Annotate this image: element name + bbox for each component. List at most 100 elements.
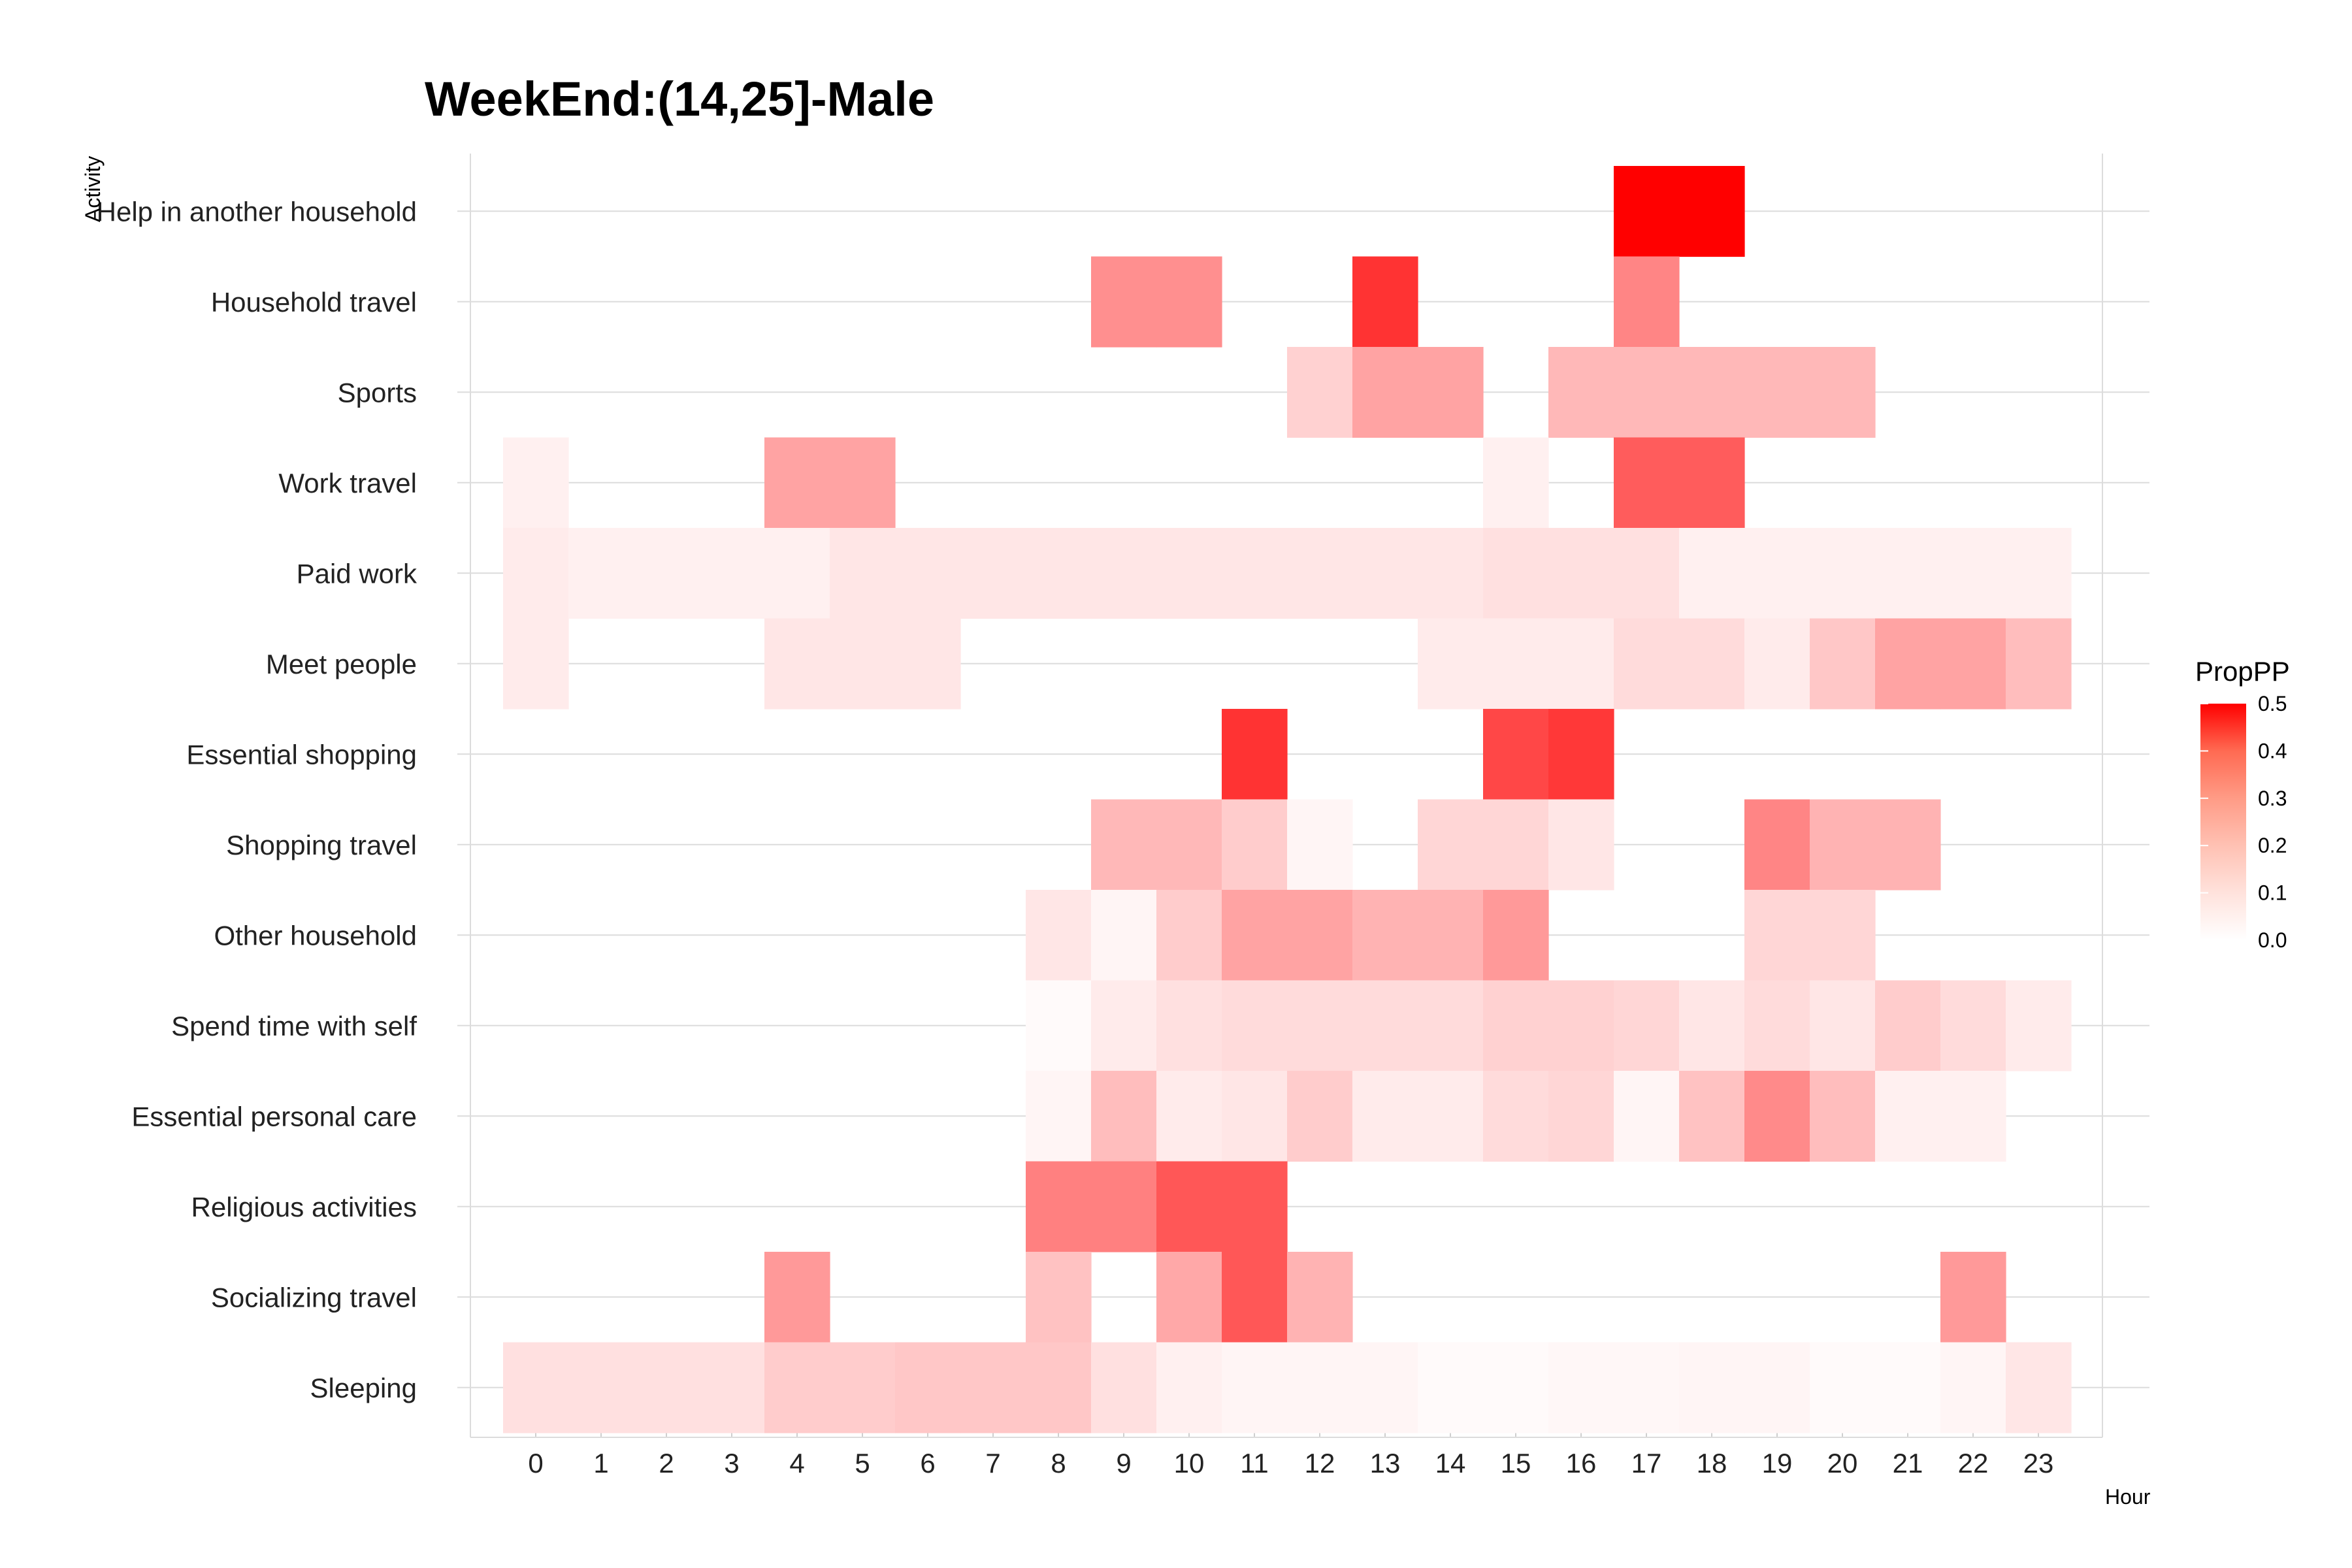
heatmap-cell [1875, 980, 1941, 1071]
heatmap-cell [1222, 1161, 1288, 1252]
heatmap-cell [1091, 528, 1157, 619]
x-tick-label: 19 [1762, 1448, 1793, 1478]
heatmap-cell [1548, 618, 1614, 710]
heatmap-cell [764, 437, 830, 529]
x-tick-label: 14 [1435, 1448, 1466, 1478]
heatmap-cell [1483, 528, 1549, 619]
legend-tick-label: 0.1 [2258, 881, 2287, 905]
x-tick-label: 4 [789, 1448, 804, 1478]
x-tick-label: 12 [1305, 1448, 1335, 1478]
x-axis-ticks: 0 1 2 3 4 5 6 7 8 9 10 11 12 13 14 15 16 17 18 19 20 21 22 23 [528, 1448, 2053, 1478]
heatmap-cell [1156, 1252, 1222, 1343]
heatmap-cell [1418, 1071, 1484, 1162]
heatmap-cell [1156, 1342, 1222, 1433]
x-tick-label: 20 [1827, 1448, 1858, 1478]
x-tick-label: 6 [920, 1448, 935, 1478]
heatmap-cell [634, 528, 700, 619]
heatmap-cell [1614, 1342, 1680, 1433]
heatmap-cell [1156, 799, 1222, 890]
heatmap-cell [1548, 1342, 1614, 1433]
heatmap-cell [1156, 1071, 1222, 1162]
heatmap-cell [1679, 528, 1745, 619]
heatmap-cell [1026, 1071, 1092, 1162]
heatmap-cell [764, 1342, 830, 1433]
x-tick-label: 0 [528, 1448, 543, 1478]
heatmap-cell [830, 437, 896, 529]
heatmap-cell [1091, 890, 1157, 981]
heatmap-cell [1548, 528, 1614, 619]
heatmap-cell [1483, 1342, 1549, 1433]
heatmap-cell [1222, 890, 1288, 981]
heatmap-cell [1810, 528, 1876, 619]
color-legend: PropPP 0.0 0.1 0.2 0.3 0.4 0.5 [2195, 656, 2290, 952]
heatmap-cell [1744, 980, 1810, 1071]
heatmap-cell [1287, 980, 1353, 1071]
heatmap-cell [1091, 1071, 1157, 1162]
heatmap-cell [1614, 166, 1680, 257]
heatmap-cell [1744, 528, 1810, 619]
heatmap-cell [1287, 1071, 1353, 1162]
heatmap-cell [1026, 528, 1092, 619]
heatmap-cell [1222, 799, 1288, 890]
heatmap-cell [1352, 256, 1418, 348]
heatmap-cell [1156, 528, 1222, 619]
heatmap-cell [1679, 618, 1745, 710]
heatmap-cell [1614, 256, 1680, 348]
x-tick-label: 21 [1893, 1448, 1923, 1478]
y-tick-label: Meet people [266, 649, 417, 679]
heatmap-cell [1875, 618, 1941, 710]
heatmap-cell [1679, 1342, 1745, 1433]
x-tick-label: 23 [2023, 1448, 2054, 1478]
heatmap-cell [2006, 1342, 2072, 1433]
heatmap-cell [1679, 437, 1745, 529]
heatmap-cell [1875, 1071, 1941, 1162]
heatmap-cell [1483, 618, 1549, 710]
heatmap-cell [1026, 1161, 1092, 1252]
heatmap-cell [1156, 256, 1222, 348]
legend-tick-label: 0.3 [2258, 787, 2287, 810]
y-tick-label: Other household [214, 920, 417, 951]
heatmap-cell [1287, 890, 1353, 981]
heatmap-cell [634, 1342, 700, 1433]
gridlines [457, 154, 2149, 1438]
heatmap-cell [1614, 618, 1680, 710]
heatmap-cell [1222, 1071, 1288, 1162]
heatmap-cell [830, 618, 896, 710]
heatmap-cell [1614, 347, 1680, 438]
heatmap-cell [503, 1342, 569, 1433]
heatmap-cell [895, 618, 961, 710]
heatmap-cell [1940, 1342, 2006, 1433]
heatmap-cell [764, 528, 830, 619]
heatmap-cell [1875, 799, 1941, 890]
heatmap-cell [1352, 528, 1418, 619]
heatmap-cell [503, 437, 569, 529]
heatmap-cell [1614, 980, 1680, 1071]
heatmap-cell [960, 1342, 1026, 1433]
heatmap-cell [1548, 799, 1614, 890]
heatmap-cell [1875, 1342, 1941, 1433]
heatmap-cell [1352, 890, 1418, 981]
heatmap-cell [1548, 1071, 1614, 1162]
x-tick-label: 1 [593, 1448, 608, 1478]
heatmap-cell [830, 1342, 896, 1433]
x-tick-label: 7 [985, 1448, 1000, 1478]
x-tick-label: 15 [1501, 1448, 1531, 1478]
heatmap-cell [895, 1342, 961, 1433]
heatmap-cell [1940, 1071, 2006, 1162]
heatmap-cell [1026, 1342, 1092, 1433]
heatmap-cell [1156, 890, 1222, 981]
heatmap-cell [1287, 1252, 1353, 1343]
heatmap-cell [1744, 799, 1810, 890]
heatmap-cell [699, 1342, 765, 1433]
heatmap-cell [1744, 618, 1810, 710]
heatmap-cell [1026, 1252, 1092, 1343]
heatmap-cell [699, 528, 765, 619]
legend-tick-label: 0.4 [2258, 739, 2287, 762]
x-tick-label: 13 [1370, 1448, 1401, 1478]
x-tick-label: 5 [855, 1448, 870, 1478]
heatmap-cell [1810, 347, 1876, 438]
heatmap-cell [1287, 1342, 1353, 1433]
heatmap-cell [1940, 528, 2006, 619]
heatmap-cell [1679, 166, 1745, 257]
